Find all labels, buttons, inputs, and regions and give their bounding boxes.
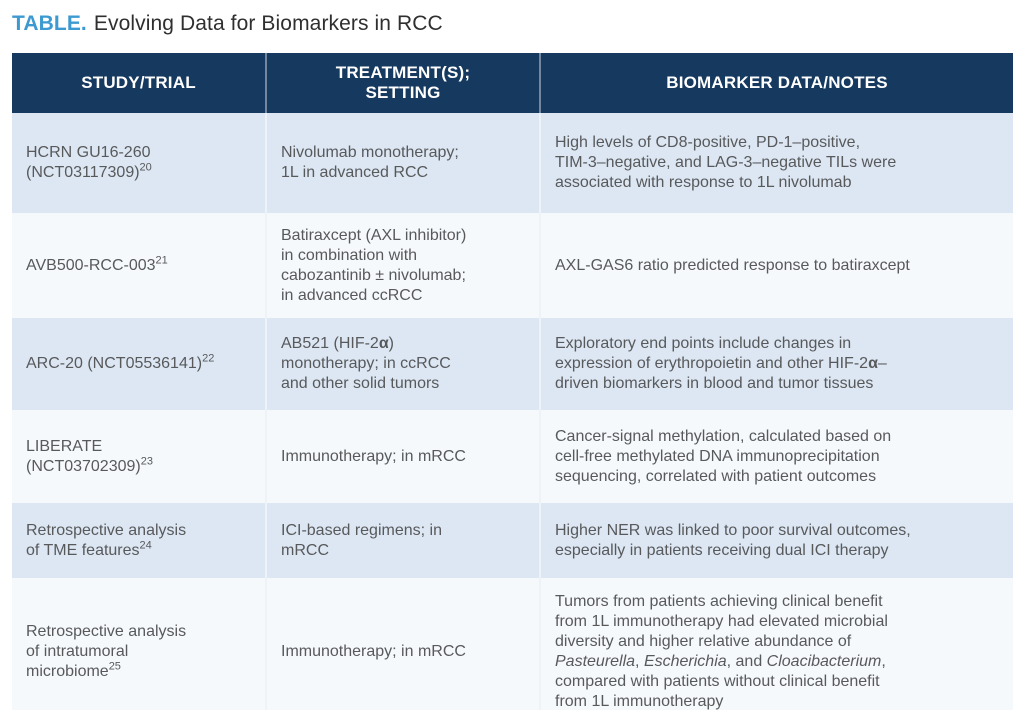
table-row: Retrospective analysis of intratumoral mic… [12,578,1013,710]
header-row: STUDY/TRIAL TREATMENT(S); SETTING BIOMARK… [12,53,1013,113]
notes-cell: Exploratory end points include changes i… [539,318,1013,410]
study-cell: LIBERATE (NCT03702309)23 [26,437,153,475]
treatment-cell: Nivolumab monotherapy; 1L in advanced RCC [265,113,540,213]
treatment-cell: Batiraxcept (AXL inhibitor) in combinatio… [265,213,540,318]
treatment-cell: Immunotherapy; in mRCC [265,410,540,503]
header-biomarker-notes: BIOMARKER DATA/NOTES [539,53,1013,113]
notes-cell: Higher NER was linked to poor survival o… [539,503,1013,578]
notes-cell: AXL-GAS6 ratio predicted response to bat… [539,213,1013,318]
treatment-cell: Immunotherapy; in mRCC [265,578,540,710]
table-title-label: TABLE. [12,12,87,35]
table-row: ARC-20 (NCT05536141)22 AB521 (HIF-2α) mon… [12,318,1013,410]
table-row: HCRN GU16-260 (NCT03117309)20 Nivolumab m… [12,113,1013,213]
notes-cell: Cancer-signal methylation, calculated ba… [539,410,1013,503]
treatment-cell: ICI-based regimens; in mRCC [265,503,540,578]
header-study-trial: STUDY/TRIAL [12,53,266,113]
table-title: TABLE. Evolving Data for Biomarkers in RC… [12,12,1018,36]
study-cell: HCRN GU16-260 (NCT03117309)20 [26,144,152,181]
biomarkers-table: STUDY/TRIAL TREATMENT(S); SETTING BIOMARK… [12,53,1013,710]
table-title-text: Evolving Data for Biomarkers in RCC [93,12,443,35]
study-cell: Retrospective analysis of intratumoral mic… [26,622,187,680]
notes-cell: High levels of CD8-positive, PD-1–positi… [539,113,1013,213]
table-row: LIBERATE (NCT03702309)23 Immunotherapy; i… [12,410,1013,503]
table-row: Retrospective analysis of TME features24 … [12,503,1013,578]
table-row: AVB500-RCC-00321 Batiraxcept (AXL inhibi… [12,213,1013,318]
table-body: HCRN GU16-260 (NCT03117309)20 Nivolumab m… [12,113,1013,710]
treatment-cell: AB521 (HIF-2α) monotherapy; in ccRCC and o… [265,318,540,410]
study-cell: Retrospective analysis of TME features24 [26,521,187,559]
header-treatment-setting: TREATMENT(S); SETTING [265,53,540,113]
notes-cell: Tumors from patients achieving clinical … [539,578,1013,710]
study-cell: ARC-20 (NCT05536141)22 [26,352,215,372]
study-cell: AVB500-RCC-00321 [26,254,168,274]
